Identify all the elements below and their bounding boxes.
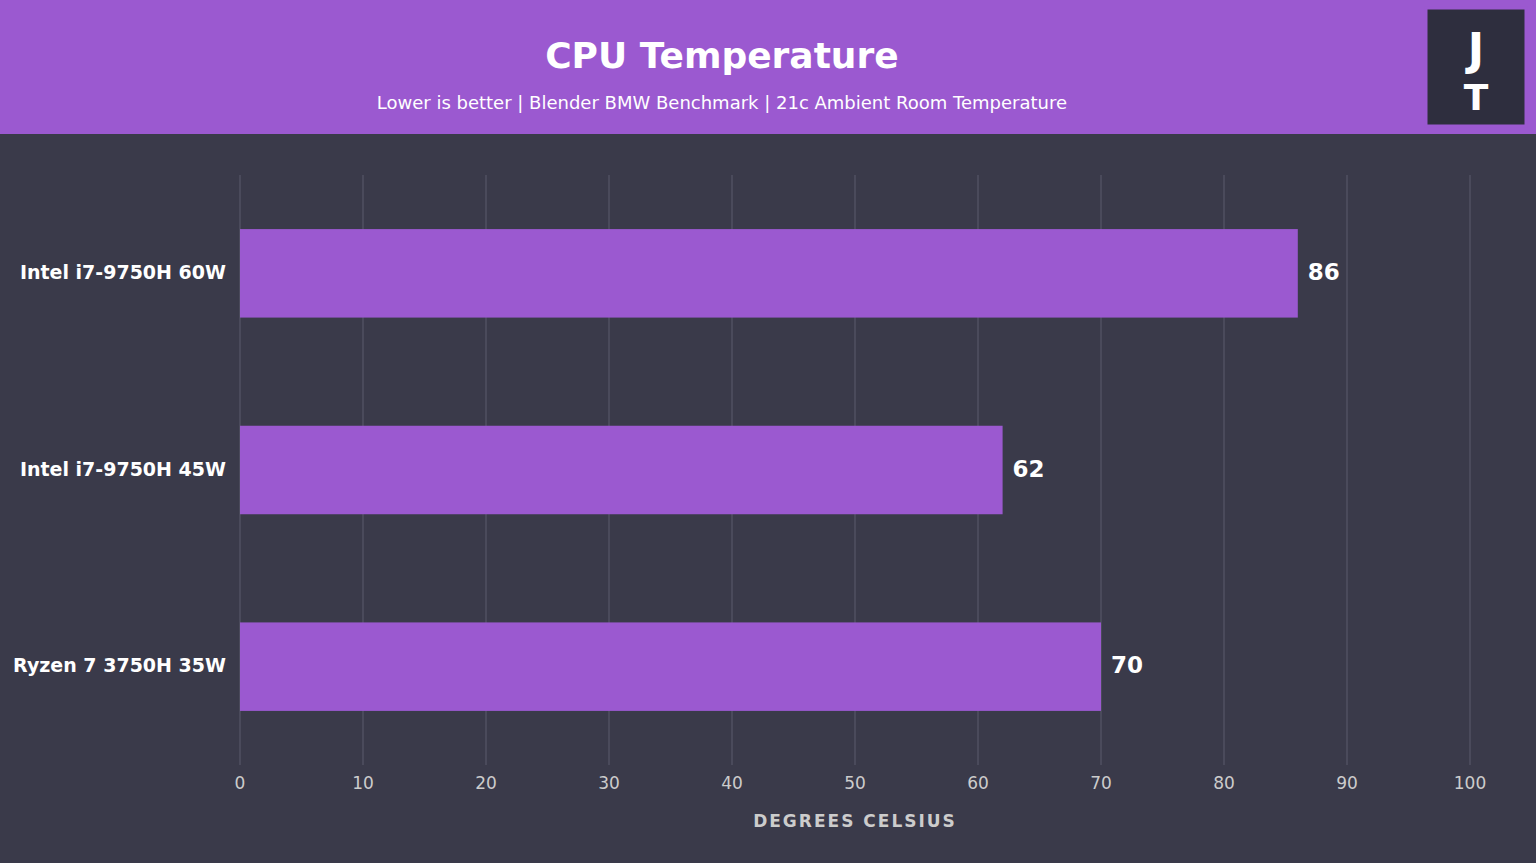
tick-label: 70 (1090, 773, 1112, 793)
data-label: 70 (1111, 652, 1143, 678)
x-ticks: 0 10 20 30 40 50 60 70 80 90 100 (235, 773, 1487, 793)
background (0, 0, 1536, 863)
x-axis-label: DEGREES CELSIUS (753, 811, 957, 831)
labels: 86 62 70 (1013, 259, 1340, 678)
bar (240, 229, 1298, 317)
data-label: 86 (1308, 259, 1340, 285)
tick-label: 40 (721, 773, 743, 793)
tick-label: 80 (1213, 773, 1235, 793)
data-label: 62 (1013, 456, 1045, 482)
tick-label: 0 (235, 773, 246, 793)
bars (240, 229, 1298, 711)
header (0, 0, 1536, 134)
chart: CPU Temperature Lower is better | Blender… (0, 0, 1536, 863)
title: CPU Temperature (545, 35, 899, 76)
category-label: Ryzen 7 3750H 35W (13, 654, 226, 676)
grid-line (1470, 175, 1471, 765)
tick-label: 50 (844, 773, 866, 793)
chart-container: CPU Temperature Lower is better | Blender… (0, 0, 1536, 863)
y-ticks: Intel i7-9750H 60W Intel i7-9750H 45W Ryze… (13, 261, 226, 676)
logo-text: J (1465, 24, 1484, 75)
grid (240, 175, 1470, 765)
bar (240, 622, 1101, 711)
tick-label: 60 (967, 773, 989, 793)
tick-label: 10 (352, 773, 374, 793)
tick-label: 20 (475, 773, 497, 793)
logo-text: T (1464, 77, 1489, 118)
logo (1426, 8, 1526, 126)
subtitle: Lower is better | Blender BMW Benchmark … (377, 92, 1067, 113)
category-label: Intel i7-9750H 60W (20, 261, 226, 283)
category-label: Intel i7-9750H 45W (20, 458, 226, 480)
grid-line (1347, 175, 1348, 765)
tick-label: 30 (598, 773, 620, 793)
tick-label: 100 (1454, 773, 1486, 793)
bar (240, 426, 1003, 515)
tick-label: 90 (1336, 773, 1358, 793)
